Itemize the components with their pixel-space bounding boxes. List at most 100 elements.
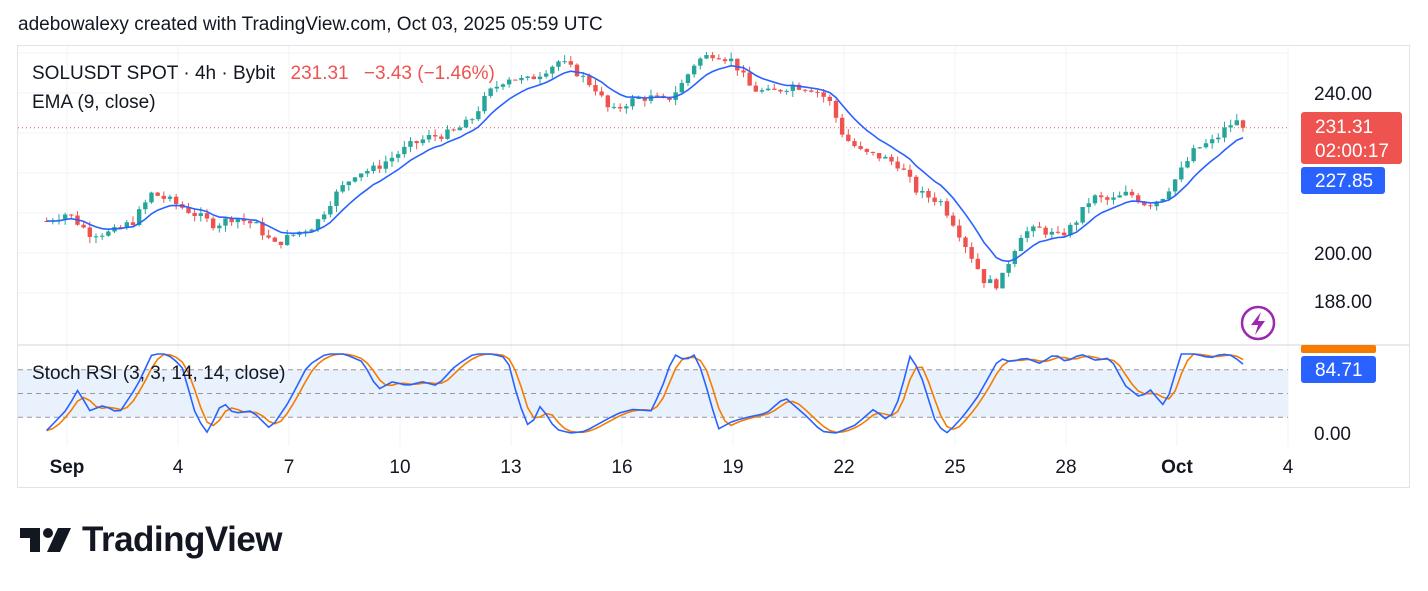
candle-body (950, 215, 956, 226)
candle-body (62, 214, 68, 220)
candle-body (488, 88, 493, 96)
time-axis-label: 28 (1055, 457, 1076, 478)
time-axis-label: 22 (833, 457, 854, 478)
tradingview-logo[interactable]: TradingView (20, 520, 283, 560)
time-axis-label: Oct (1161, 457, 1193, 478)
price-axis[interactable]: 240.00 200.00 188.00 (1314, 84, 1372, 313)
candle-body (543, 73, 549, 77)
lightning-bolt-icon[interactable] (1240, 305, 1276, 341)
candle-body (204, 213, 210, 219)
candle-body (624, 106, 629, 109)
candle-body (883, 156, 888, 159)
candle-body (136, 209, 142, 226)
candle-body (1037, 226, 1042, 228)
candle-body (402, 146, 407, 155)
chart-canvas[interactable]: SOLUSDT SPOT · 4h · Bybit 231.31 −3.43 (… (18, 46, 1409, 487)
candle-body (1160, 199, 1166, 202)
candle-body (802, 89, 808, 91)
candle-body (1000, 272, 1005, 289)
candle-body (352, 177, 358, 182)
candle-body (229, 218, 234, 223)
candle-body (704, 55, 709, 59)
time-axis-label: 10 (389, 457, 410, 478)
candle-body (994, 279, 999, 289)
candle-body (1129, 191, 1135, 196)
gridlines (18, 46, 1289, 446)
candle-body (476, 111, 481, 120)
candle-body (1148, 205, 1153, 207)
candle-body (1135, 195, 1141, 203)
candle-body (587, 75, 592, 86)
candle-body (519, 77, 524, 81)
candle-body (568, 61, 574, 65)
candle-body (691, 65, 697, 75)
candle-body (1234, 120, 1240, 126)
candle-body (321, 214, 327, 220)
candle-body (167, 196, 173, 199)
candle-body (1024, 231, 1030, 238)
candle-body (389, 157, 395, 162)
ema-line (46, 64, 1244, 263)
candle-body (1068, 224, 1073, 236)
candle-body (358, 173, 364, 178)
candle-body (260, 222, 265, 236)
stoch-axis[interactable]: 0.00 (1314, 424, 1351, 445)
time-axis-label: 7 (284, 457, 295, 478)
candle-body (303, 231, 308, 233)
stoch-tag: 84.71 (1301, 345, 1376, 383)
candle-body (556, 61, 561, 67)
candle-body (858, 146, 863, 149)
chart-caption: adebowalexy created with TradingView.com… (18, 14, 603, 35)
candle-body (593, 85, 598, 92)
candle-body (778, 89, 783, 92)
candle-body (981, 269, 987, 284)
candle-body (463, 119, 469, 128)
candle-body (926, 190, 931, 198)
candle-body (1209, 139, 1215, 144)
symbol-legend: SOLUSDT SPOT · 4h · Bybit 231.31 −3.43 (… (32, 63, 495, 84)
time-axis[interactable]: Sep 4 7 10 13 16 19 22 25 28 Oct 4 (50, 457, 1294, 478)
candle-body (457, 127, 463, 131)
candle-body (772, 88, 777, 90)
candle-body (815, 91, 820, 93)
candle-body (334, 191, 339, 206)
candle-body (254, 222, 259, 224)
candle-body (1240, 120, 1246, 128)
price-tag-bg (1301, 112, 1402, 164)
tradingview-logo-icon (20, 528, 71, 552)
chart-frame[interactable]: SOLUSDT SPOT · 4h · Bybit 231.31 −3.43 (… (17, 45, 1410, 488)
candle-body (395, 154, 401, 158)
candle-body (235, 219, 241, 223)
candle-body (1222, 127, 1227, 138)
candle-body (482, 95, 487, 112)
candle-body (186, 207, 191, 213)
tradingview-wordmark: TradingView (82, 520, 283, 559)
candle-body (852, 141, 857, 147)
candle-body (365, 170, 370, 174)
candle-body (192, 212, 197, 217)
stoch-rsi-k-line (46, 353, 1244, 434)
candle-body (143, 202, 148, 210)
candle-body (1172, 179, 1178, 192)
candle-body (1055, 231, 1061, 233)
candle-body (1166, 191, 1172, 200)
candle-body (155, 192, 160, 196)
candle-body (537, 76, 543, 80)
candle-body (716, 58, 722, 60)
candle-body (1043, 227, 1048, 235)
candle-body (728, 58, 734, 62)
legend-change: −3.43 (−1.46%) (364, 63, 495, 84)
candle-body (901, 168, 907, 170)
candle-body (1006, 264, 1011, 273)
candle-body (149, 192, 154, 203)
candle-body (599, 91, 604, 96)
candle-body (765, 88, 771, 91)
time-axis-label: 4 (1283, 457, 1294, 478)
stoch-axis-label: 0.00 (1314, 424, 1351, 445)
candle-body (796, 84, 802, 90)
time-axis-label: Sep (50, 457, 85, 478)
candle-body (525, 76, 530, 78)
candle-body (975, 258, 981, 270)
candle-body (685, 74, 691, 83)
candle-body (1018, 237, 1024, 252)
